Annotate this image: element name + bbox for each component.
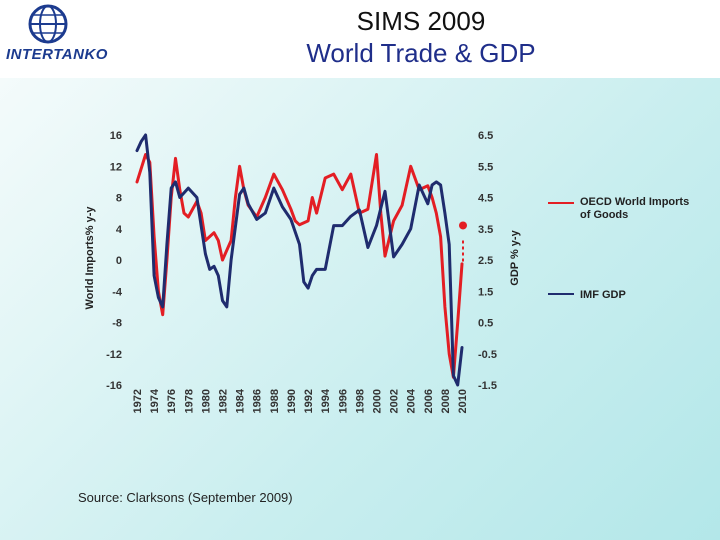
- x-tick: 2004: [406, 388, 418, 413]
- x-tick: 1986: [252, 389, 264, 413]
- legend-label-gdp: IMF GDP: [580, 289, 626, 301]
- chart-panel: [0, 78, 720, 540]
- y-tick-left: 0: [116, 255, 122, 267]
- y-tick-left: -12: [106, 349, 122, 361]
- y-tick-right: 2.5: [478, 255, 493, 267]
- y-tick-right: 0.5: [478, 318, 493, 330]
- x-tick: 1974: [149, 388, 161, 413]
- y-tick-left: 4: [116, 224, 123, 236]
- x-tick: 2000: [371, 389, 383, 413]
- x-tick: 2008: [440, 389, 452, 413]
- title-line2: World Trade & GDP: [306, 38, 536, 68]
- y-tick-right: 1.5: [478, 286, 493, 298]
- y-axis-label-left: World Imports% y-y: [84, 206, 96, 310]
- series-line-gdp: [135, 133, 464, 387]
- x-tick: 1992: [303, 389, 315, 413]
- x-tick: 1998: [354, 389, 366, 413]
- series-line-oecd: [135, 153, 464, 379]
- title-line1: SIMS 2009: [356, 6, 486, 36]
- y-tick-right: 6.5: [478, 130, 493, 142]
- y-tick-left: -16: [106, 380, 122, 392]
- x-tick: 1978: [183, 389, 195, 413]
- y-tick-right: 3.5: [478, 224, 493, 236]
- y-tick-left: -4: [112, 286, 123, 298]
- x-tick: 1982: [218, 389, 230, 413]
- x-tick: 1976: [166, 389, 178, 413]
- y-tick-right: -0.5: [478, 349, 497, 361]
- x-tick: 1980: [200, 389, 212, 413]
- x-tick: 2010: [457, 389, 469, 413]
- y-tick-left: -8: [112, 318, 122, 330]
- y-tick-right: 5.5: [478, 161, 493, 173]
- y-axis-label-right: GDP % y-y: [509, 229, 521, 285]
- x-tick: 2006: [423, 389, 435, 413]
- title-block: SIMS 2009 World Trade & GDP: [122, 0, 720, 78]
- legend-label-oecd: OECD World Imports of Goods: [580, 196, 690, 221]
- logo-text: INTERTANKO: [6, 46, 108, 63]
- y-tick-right: 4.5: [478, 193, 493, 205]
- x-tick: 1996: [337, 389, 349, 413]
- x-tick: 1990: [286, 389, 298, 413]
- intertanko-logo: INTERTANKO: [0, 0, 122, 78]
- x-tick: 1984: [235, 388, 247, 413]
- y-tick-left: 8: [116, 193, 122, 205]
- header: INTERTANKO SIMS 2009 World Trade & GDP: [0, 0, 720, 78]
- x-tick: 1988: [269, 389, 281, 413]
- y-tick-left: 16: [110, 130, 122, 142]
- source-note: Source: Clarksons (September 2009): [78, 490, 293, 505]
- y-tick-right: -1.5: [478, 380, 497, 392]
- globe-icon: [28, 4, 68, 44]
- x-tick: 1972: [132, 389, 144, 413]
- y-tick-left: 12: [110, 161, 122, 173]
- x-tick: 1994: [320, 388, 332, 413]
- endpoint-marker: [459, 221, 467, 230]
- x-tick: 2002: [389, 389, 401, 413]
